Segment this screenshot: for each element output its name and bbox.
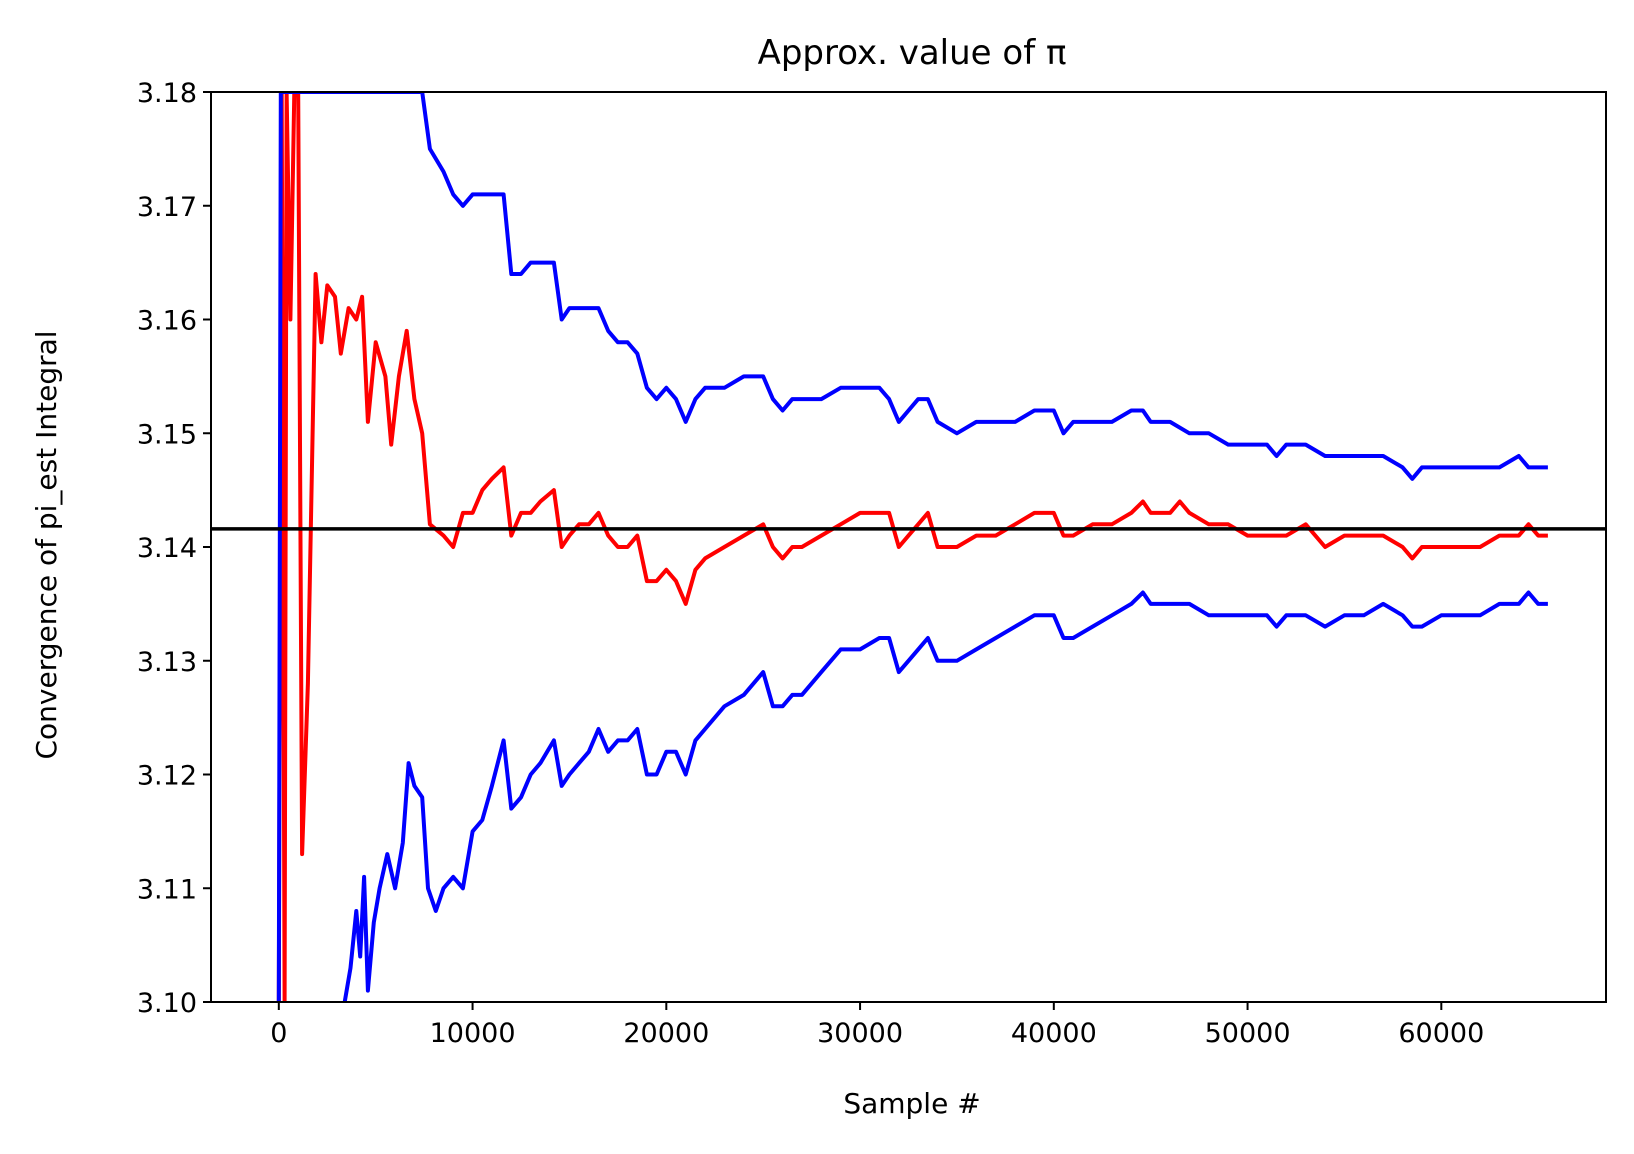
- x-axis: 0 10000 20000 30000 40000 50000 60000: [270, 1002, 1484, 1049]
- x-tick-label: 40000: [1011, 1018, 1097, 1049]
- y-tick-label: 3.12: [137, 761, 197, 792]
- series-line-1: [276, 92, 1548, 1002]
- series-line-0: [276, 92, 1548, 1002]
- y-tick-label: 3.16: [137, 306, 197, 337]
- series-line-2: [342, 590, 1548, 1002]
- y-tick-label: 3.10: [137, 988, 197, 1019]
- y-tick-label: 3.17: [137, 192, 197, 223]
- x-tick-label: 30000: [817, 1018, 903, 1049]
- x-tick-label: 20000: [623, 1018, 709, 1049]
- y-tick-label: 3.11: [137, 874, 197, 905]
- x-tick-label: 50000: [1205, 1018, 1291, 1049]
- y-axis: 3.10 3.11 3.12 3.13 3.14 3.15 3.16 3.17 3.18: [137, 78, 211, 1019]
- y-tick-label: 3.14: [137, 533, 197, 564]
- x-tick-label: 60000: [1398, 1018, 1484, 1049]
- chart-title: Approx. value of π: [758, 33, 1067, 73]
- series-layer: [276, 92, 1548, 1002]
- y-tick-label: 3.15: [137, 419, 197, 450]
- x-axis-label: Sample #: [843, 1087, 980, 1120]
- y-tick-label: 3.18: [137, 78, 197, 109]
- y-axis-label: Convergence of pi_est Integral: [30, 330, 63, 759]
- x-tick-label: 10000: [430, 1018, 516, 1049]
- x-tick-label: 0: [270, 1018, 287, 1049]
- y-tick-label: 3.13: [137, 647, 197, 678]
